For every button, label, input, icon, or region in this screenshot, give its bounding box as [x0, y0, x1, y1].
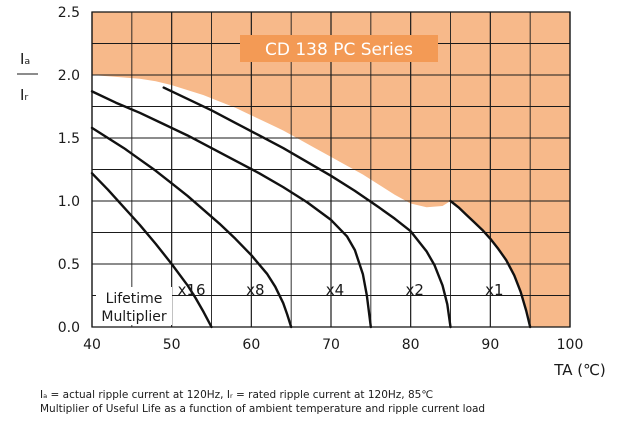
x-axis-label: TA (℃) [553, 361, 606, 379]
y-axis-label: Iₐ Iᵣ [17, 50, 38, 104]
axis-ticks: 40 50 60 70 80 90 100 0.0 0.5 1.0 1.5 2.0 2.5 [58, 5, 584, 353]
y-tick-label: 0.5 [58, 257, 80, 273]
x-tick-label: 70 [322, 337, 340, 353]
y-tick-label: 1.0 [58, 194, 80, 210]
x-tick-label: 100 [557, 337, 584, 353]
footnote-description: Multiplier of Useful Life as a function … [40, 403, 486, 415]
curve-label-x2: x2 [405, 281, 423, 299]
plot-frame [91, 11, 571, 328]
y-tick-label: 2.5 [58, 5, 80, 21]
curve-x2 [162, 86, 452, 329]
note-line-1: Lifetime [106, 291, 163, 307]
footnote-definitions: Iₐ = actual ripple current at 120Hz, Iᵣ … [40, 389, 434, 401]
curve-label-x8: x8 [246, 281, 264, 299]
curve-labels: x16 x8 x4 x2 x1 [178, 281, 504, 299]
curves [90, 86, 532, 329]
x-tick-label: 60 [242, 337, 260, 353]
x-tick-label: 50 [163, 337, 181, 353]
curve-x16 [90, 172, 213, 329]
x-tick-label: 90 [481, 337, 499, 353]
lifetime-multiplier-note: Lifetime Multiplier [96, 287, 172, 325]
y-tick-label: 2.0 [58, 68, 80, 84]
series-title-box [240, 35, 438, 62]
x-tick-label: 80 [402, 337, 420, 353]
y-tick-label: 1.5 [58, 131, 80, 147]
curve-x1 [449, 199, 532, 329]
curve-label-x16: x16 [178, 281, 206, 299]
curve-x8 [90, 126, 293, 329]
curve-x4 [90, 90, 373, 329]
y-tick-label: 0.0 [58, 320, 80, 336]
y-label-denominator: Iᵣ [20, 86, 28, 104]
curve-label-x1: x1 [485, 281, 503, 299]
note-background [96, 287, 172, 325]
note-line-2: Multiplier [101, 309, 167, 325]
chart-title: CD 138 PC Series [265, 40, 413, 60]
y-label-numerator: Iₐ [20, 50, 30, 68]
x-tick-label: 40 [83, 337, 101, 353]
curve-label-x4: x4 [326, 281, 344, 299]
